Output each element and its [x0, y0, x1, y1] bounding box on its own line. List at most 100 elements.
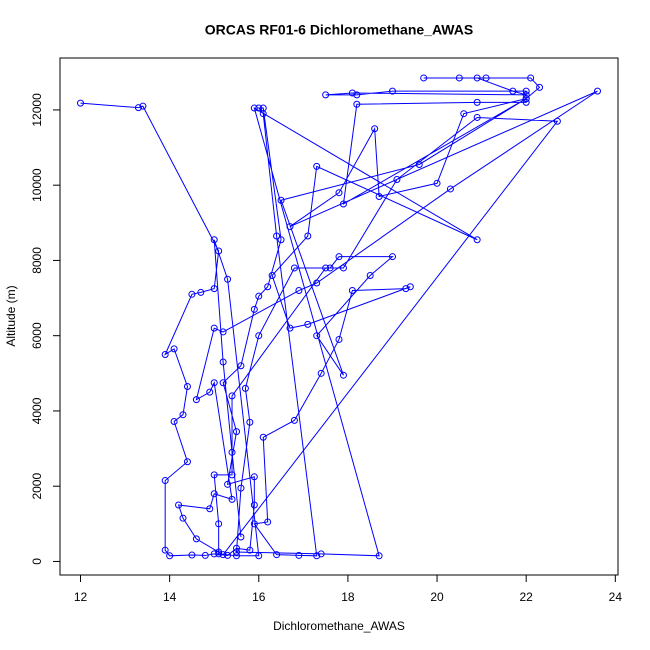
data-point	[317, 550, 325, 558]
data-point	[295, 551, 303, 559]
data-point	[237, 362, 245, 370]
data-point	[210, 324, 218, 332]
data-point	[255, 332, 263, 340]
data-point	[277, 236, 285, 244]
data-point	[192, 535, 200, 543]
data-point	[509, 87, 517, 95]
data-point	[388, 87, 396, 95]
data-point	[482, 74, 490, 82]
data-point	[339, 371, 347, 379]
data-point	[317, 369, 325, 377]
data-point	[215, 550, 223, 558]
data-point	[183, 458, 191, 466]
data-point	[210, 490, 218, 498]
data-point	[139, 102, 147, 110]
data-point	[228, 448, 236, 456]
data-point	[246, 418, 254, 426]
chart-title: ORCAS RF01-6 Dichloromethane_AWAS	[205, 22, 473, 38]
data-point	[353, 100, 361, 108]
data-point	[536, 83, 544, 91]
data-point	[250, 473, 258, 481]
data-point	[232, 428, 240, 436]
data-point	[175, 501, 183, 509]
data-point	[161, 351, 169, 359]
data-point	[335, 189, 343, 197]
y-tick-label: 12000	[30, 93, 44, 127]
data-point	[446, 185, 454, 193]
data-point	[255, 552, 263, 560]
data-point	[161, 546, 169, 554]
data-point	[322, 264, 330, 272]
data-point	[375, 192, 383, 200]
data-point	[527, 74, 535, 82]
data-point	[170, 417, 178, 425]
data-point	[406, 283, 414, 291]
data-point	[206, 505, 214, 513]
data-point	[210, 236, 218, 244]
data-point	[522, 91, 530, 99]
x-tick-label: 20	[430, 590, 444, 604]
data-point	[264, 283, 272, 291]
y-tick-label: 10000	[30, 168, 44, 202]
data-point	[228, 392, 236, 400]
x-tick-label: 22	[520, 590, 534, 604]
data-point	[179, 411, 187, 419]
data-point	[433, 179, 441, 187]
data-point	[473, 98, 481, 106]
data-point	[273, 232, 281, 240]
data-point	[219, 358, 227, 366]
data-point	[473, 113, 481, 121]
data-point	[553, 117, 561, 125]
data-point	[250, 305, 258, 313]
data-point	[237, 484, 245, 492]
data-point	[522, 98, 530, 106]
data-point	[335, 253, 343, 261]
data-point	[348, 89, 356, 97]
data-point	[295, 287, 303, 295]
data-point	[339, 200, 347, 208]
data-point	[264, 518, 272, 526]
data-point	[219, 551, 227, 559]
data-point	[420, 74, 428, 82]
data-point	[250, 501, 258, 509]
data-point	[455, 74, 463, 82]
data-point	[304, 320, 312, 328]
data-point	[371, 125, 379, 133]
data-point	[183, 382, 191, 390]
x-tick-label: 14	[163, 590, 177, 604]
data-point	[313, 279, 321, 287]
data-point	[339, 264, 347, 272]
data-point	[473, 74, 481, 82]
data-point	[259, 433, 267, 441]
data-point	[134, 104, 142, 112]
data-point	[375, 552, 383, 560]
plot-frame	[59, 57, 619, 576]
data-point	[224, 480, 232, 488]
data-point	[335, 335, 343, 343]
data-point	[188, 290, 196, 298]
data-point	[210, 550, 218, 558]
data-line	[80, 77, 598, 557]
data-point	[322, 91, 330, 99]
data-point	[170, 345, 178, 353]
data-point	[326, 264, 334, 272]
data-point	[415, 160, 423, 168]
data-point	[313, 332, 321, 340]
data-point	[273, 551, 281, 559]
data-point	[313, 162, 321, 170]
data-point	[232, 548, 240, 556]
data-point	[215, 520, 223, 528]
data-point	[348, 287, 356, 295]
data-point	[232, 552, 240, 560]
data-point	[166, 552, 174, 560]
data-point	[522, 95, 530, 103]
data-point	[268, 271, 276, 279]
data-point	[313, 552, 321, 560]
data-point	[290, 264, 298, 272]
data-point	[259, 110, 267, 118]
data-point	[388, 253, 396, 261]
y-tick-label: 6000	[30, 322, 44, 349]
data-point	[353, 91, 361, 99]
data-point	[522, 87, 530, 95]
